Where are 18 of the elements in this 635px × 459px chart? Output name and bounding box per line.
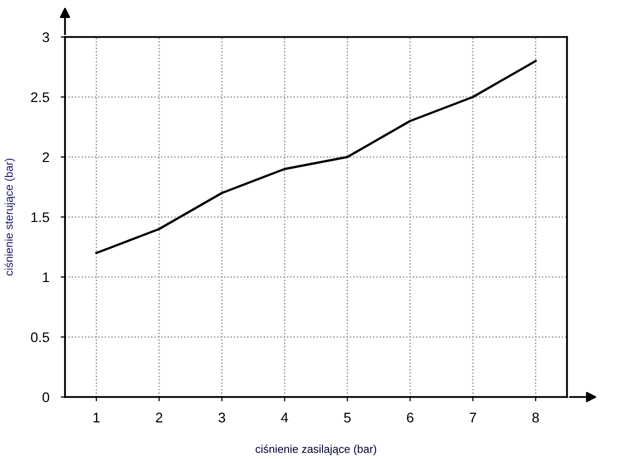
x-tick-label: 2 [156, 412, 162, 422]
x-tick-label: 1 [94, 412, 100, 422]
x-tick-label: 7 [470, 412, 476, 422]
y-tick-label: 2.5 [31, 92, 50, 102]
x-tick-label: 6 [406, 412, 414, 422]
y-tick-label: 3 [42, 32, 50, 42]
x-tick-label: 8 [532, 412, 539, 422]
y-tick-label: 2 [42, 152, 50, 162]
y-tick-label: 1 [43, 272, 50, 282]
x-tick-label: 5 [344, 412, 351, 422]
y-axis-title: ciśnienie sterujące (bar) [4, 158, 15, 276]
line-series [95, 60, 537, 254]
x-axis-title: ciśnienie zasilające (bar) [256, 444, 376, 456]
x-tick-label: 3 [218, 412, 226, 422]
x-tick-label: 4 [281, 412, 288, 422]
y-tick-label: 0 [42, 392, 50, 402]
y-tick-label: 1.5 [31, 212, 50, 222]
y-tick-label: 0.5 [30, 332, 50, 342]
